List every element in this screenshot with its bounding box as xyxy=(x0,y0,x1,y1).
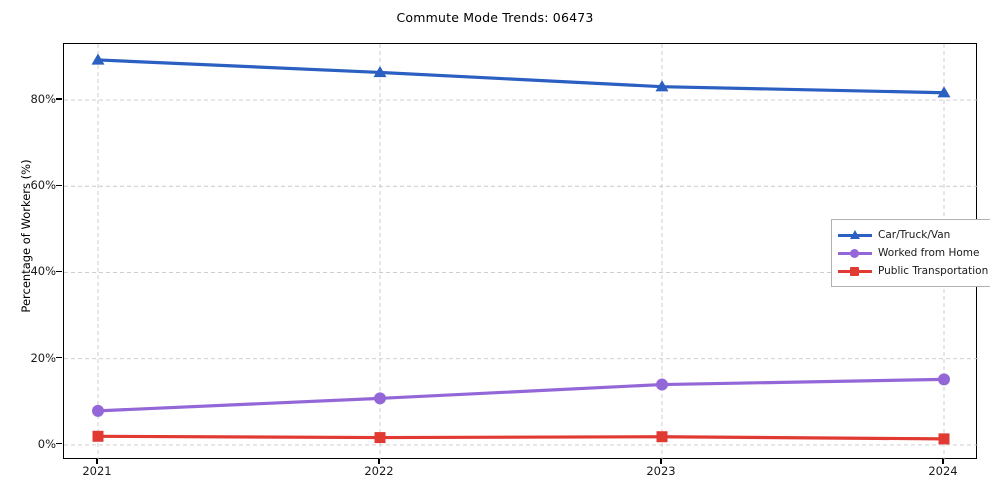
series-line xyxy=(96,58,946,95)
legend-label: Worked from Home xyxy=(878,247,980,259)
x-tick-label: 2023 xyxy=(646,464,676,478)
data-point xyxy=(373,65,387,78)
y-tick-label: 20% xyxy=(30,350,56,365)
legend-item[interactable]: Worked from Home xyxy=(838,244,988,262)
legend-triangle-marker-icon xyxy=(850,230,860,239)
data-point xyxy=(374,392,386,405)
data-point xyxy=(655,80,669,92)
data-point xyxy=(656,378,668,391)
plot-area xyxy=(63,43,978,460)
legend-swatch xyxy=(838,246,872,260)
y-tick-mark xyxy=(56,184,62,186)
series-line xyxy=(96,377,946,413)
y-tick-mark xyxy=(56,357,62,359)
data-point xyxy=(92,404,104,417)
y-tick-label: 0% xyxy=(37,436,56,451)
chart-title: Commute Mode Trends: 06473 xyxy=(396,10,594,25)
y-tick-mark xyxy=(56,270,62,273)
legend-circle-marker-icon xyxy=(850,248,859,258)
series-line xyxy=(96,434,946,441)
x-tick-label: 2024 xyxy=(928,464,958,478)
y-tick-label: 60% xyxy=(30,178,56,193)
series-car-truck-van xyxy=(91,53,951,98)
legend-item[interactable]: Car/Truck/Van xyxy=(838,226,988,244)
chart-legend: Car/Truck/Van Worked from Home Public Tran… xyxy=(831,219,990,287)
x-tick-mark xyxy=(660,459,662,464)
data-point xyxy=(938,373,950,386)
y-tick-label: 80% xyxy=(30,92,56,107)
y-tick-mark xyxy=(56,98,62,100)
x-tick-mark xyxy=(942,459,944,464)
data-point xyxy=(91,53,105,65)
legend-label: Car/Truck/Van xyxy=(878,229,951,241)
x-tick-label: 2021 xyxy=(82,464,112,478)
y-tick-label: 40% xyxy=(30,264,56,279)
series-worked-from-home xyxy=(92,373,950,417)
x-tick-mark xyxy=(96,459,98,464)
data-point xyxy=(374,432,386,444)
y-tick-mark xyxy=(56,443,62,445)
x-tick-label: 2022 xyxy=(364,464,394,478)
legend-label: Public Transportation xyxy=(878,265,989,277)
data-point xyxy=(938,433,950,445)
series-public-transportation xyxy=(92,430,950,445)
legend-item[interactable]: Public Transportation xyxy=(838,262,988,280)
y-axis-tick-labels: 0% 20% 40% 60% 80% xyxy=(4,0,56,490)
legend-square-marker-icon xyxy=(850,266,859,276)
x-tick-mark xyxy=(378,459,380,464)
data-point xyxy=(656,431,668,443)
plot-svg xyxy=(64,44,978,460)
legend-swatch xyxy=(838,264,872,278)
data-point xyxy=(937,86,951,98)
data-point xyxy=(92,430,104,442)
legend-swatch xyxy=(838,228,872,242)
